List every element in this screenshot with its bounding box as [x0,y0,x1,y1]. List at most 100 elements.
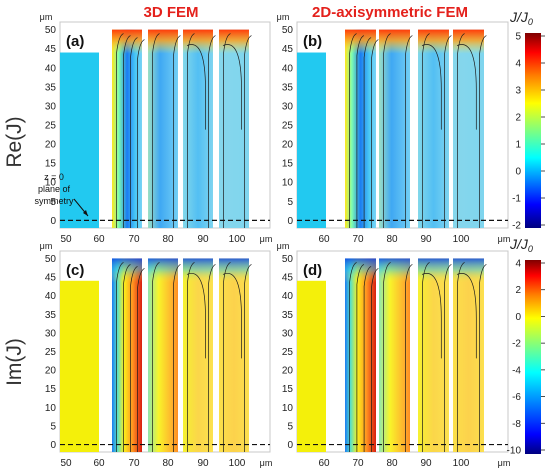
turn-body [453,29,484,229]
x-axis-unit: μm [260,458,273,468]
y-tick-label: 25 [282,347,294,358]
contour-line [186,273,206,359]
turn-top-edge [418,258,449,283]
y-tick-label: 45 [282,44,294,55]
contour-line [223,33,231,228]
contour-line [187,262,195,452]
turn-body [183,29,213,229]
panel-label-b: (b) [303,33,322,50]
contour-line [356,35,365,228]
y-tick-label: 35 [45,82,57,93]
colorbar-tick-label: -2 [512,339,521,350]
turn-1 [112,258,145,452]
x-axis-unit: μm [498,234,511,244]
contour-line [152,262,160,452]
x-tick-label: 70 [128,458,140,469]
x-tick-label: 100 [229,234,246,245]
turn-top-edge [453,29,484,54]
y-tick-label: 40 [282,291,294,302]
annotation-arrow-head [83,210,88,216]
contour-line [130,266,138,452]
annotation-line-1: z = 0 [44,172,64,182]
colorbar-re-scale [525,33,541,228]
turn-body [418,29,449,229]
contour-line [123,264,131,452]
y-tick-label: 50 [282,25,294,36]
turn-body [453,258,484,452]
x-tick-label: 90 [197,234,209,245]
contour-line [405,264,413,452]
panel-label-c: (c) [66,262,84,279]
colorbar-tick-label: 3 [515,86,521,97]
colorbar-re-ticks: -2 -1 0 1 2 3 4 5 [512,32,545,232]
x-tick-label: 100 [229,458,246,469]
y-tick-label: 30 [45,101,57,112]
left-conductor [60,52,99,228]
contour-line [186,44,206,130]
turn-1 [345,258,379,452]
contour-line [208,264,216,452]
turn-3 [418,258,452,452]
contour-line [173,35,181,228]
y-tick-label: 40 [45,63,57,74]
y-tick-label: 0 [287,216,293,227]
contour-line [383,262,391,452]
turn-top-edge [219,258,249,283]
x-tick-label: 80 [162,234,174,245]
turn-body [148,29,178,229]
turn-body [112,29,142,229]
x-tick-label: 90 [420,458,432,469]
left-conductor [297,52,326,228]
colorbar-tick-label: -2 [512,221,521,232]
contour-line [173,264,181,452]
contour-line [222,273,242,359]
x-tick-label: 90 [197,458,209,469]
x-tick-label: 90 [420,234,432,245]
turn-top-edge [183,29,213,54]
y-tick-label: 30 [282,101,294,112]
turn-4 [219,258,252,452]
x-tick-label: 50 [60,234,72,245]
y-tick-label: 30 [45,328,57,339]
contour-line [116,262,124,452]
y-tick-label: 10 [45,178,57,189]
contour-line [422,33,430,228]
colorbar-tick-label: 1 [515,140,521,151]
cb-title-sub-2: 0 [528,244,533,254]
y-axis-unit: μm [40,241,53,251]
row-label-im-j: Im(J) [3,338,26,386]
contour-line [456,273,477,359]
y-tick-label: 0 [287,440,293,451]
contour-line [371,268,379,452]
x-axis-unit: μm [260,234,273,244]
y-tick-label: 35 [45,310,57,321]
colorbar-tick-label: 2 [515,285,521,296]
y-tick-label: 5 [50,197,56,208]
contour-line [349,262,357,452]
cb-title-sep: /J [516,9,529,25]
turn-top-edge [219,29,249,54]
panel-c: 0 5 10 15 20 25 30 35 40 45 50 μm 50 60 70 80 90 100 μm (c) [40,241,273,469]
contour-line [130,37,138,228]
panel-d: 0 5 10 15 20 25 30 35 40 45 50 μm 60 70 80 90 100 μm (d) [277,241,511,469]
colorbar-title-re: J/J0 [509,9,533,27]
x-tick-label: 80 [386,458,398,469]
symmetry-annotation: z = 0 plane of symmetry [35,172,89,217]
turn-2 [148,29,181,229]
turn-body [148,258,178,452]
turn-1 [345,29,379,229]
contour-line [457,262,465,452]
turn-top-edge [453,258,484,283]
y-axis-unit: μm [277,12,290,22]
x-tick-label: 60 [318,234,330,245]
cb-title-sep-2: /J [516,236,529,252]
panel-b: 0 5 10 15 20 25 30 35 40 45 50 μm 60 70 80 90 100 μm (b) [277,12,511,245]
colorbar-im-ticks: -10 -8 -6 -4 -2 0 2 4 [507,259,545,457]
x-tick-label: 70 [128,234,140,245]
colorbar-tick-label: 5 [515,32,521,43]
x-tick-label: 100 [453,458,470,469]
contour-line [421,273,442,359]
